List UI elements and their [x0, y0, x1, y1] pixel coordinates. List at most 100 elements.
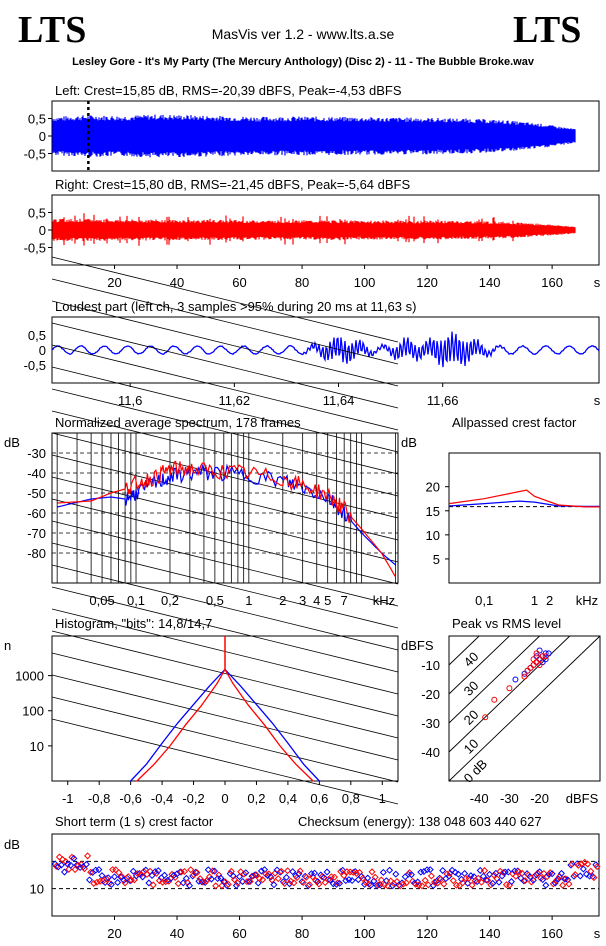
- shortcrest-point: [542, 881, 550, 889]
- shortcrest-point: [252, 871, 260, 879]
- shortcrest-point: [445, 872, 453, 880]
- spectrum-ytick: -40: [27, 466, 46, 481]
- shortcrest-point: [521, 877, 529, 885]
- shortcrest-point: [571, 871, 579, 879]
- shortcrest-ytick: 10: [30, 882, 44, 897]
- right-waveform-xtick: 120: [416, 275, 438, 290]
- shortcrest-point: [284, 867, 292, 875]
- shortcrest-point: [315, 880, 323, 888]
- shortcrest-point: [496, 867, 504, 875]
- shortcrest-xtick: 80: [295, 926, 309, 941]
- shortcrest-point: [554, 875, 562, 883]
- shortcrest-point: [205, 873, 214, 881]
- shortcrest-xtick: 100: [354, 926, 376, 941]
- peakrms-xunit: dBFS: [566, 791, 599, 806]
- shortcrest-point: [224, 880, 232, 888]
- shortcrest-point: [207, 875, 215, 883]
- shortcrest-point: [90, 879, 98, 887]
- shortcrest-point: [64, 860, 72, 868]
- shortcrest-point: [71, 866, 79, 874]
- crest-xtick: 1: [531, 593, 538, 608]
- shortcrest-point: [362, 879, 370, 887]
- shortcrest-point: [82, 860, 90, 868]
- spectrum-ytick: -70: [27, 526, 46, 541]
- crest-xtick: 2: [546, 593, 553, 608]
- spectrum-ytick: -50: [27, 486, 46, 501]
- crest-ylabel: dB: [401, 435, 417, 450]
- checksum-text: Checksum (energy): 138 048 603 440 627: [298, 814, 542, 829]
- shortcrest-point: [427, 872, 435, 880]
- shortcrest-point: [245, 878, 253, 886]
- crest-frame: [448, 452, 601, 584]
- shortcrest-point: [220, 878, 228, 886]
- histogram-xtick: 0,4: [279, 791, 297, 806]
- peakrms-diagonal: [448, 635, 601, 782]
- shortcrest-point: [295, 870, 303, 878]
- shortcrest-point: [459, 879, 467, 887]
- shortcrest-point: [440, 880, 448, 888]
- histogram-series-right: [135, 668, 315, 782]
- shortcrest-point: [95, 866, 103, 874]
- shortcrest-point: [584, 860, 592, 868]
- shortcrest-point: [434, 879, 442, 887]
- spectrum-xtick: 4: [313, 593, 320, 608]
- shortcrest-point: [379, 868, 387, 876]
- shortcrest-point: [114, 878, 122, 886]
- shortcrest-point: [449, 877, 457, 885]
- shortcrest-point: [364, 874, 372, 882]
- spectrum-xtick: 2: [279, 593, 286, 608]
- shortcrest-xtick: 20: [107, 926, 121, 941]
- shortcrest-point: [490, 871, 498, 879]
- shortcrest-point: [67, 861, 75, 869]
- shortcrest-point: [371, 873, 379, 881]
- shortcrest-point: [476, 866, 484, 874]
- spectrum-frame: [51, 432, 399, 584]
- crest-ytick: 20: [426, 480, 440, 495]
- histogram-xtick: -1: [62, 791, 74, 806]
- shortcrest-point: [239, 878, 247, 886]
- shortcrest-point: [202, 877, 210, 885]
- loudest-part-xtick: 11,64: [323, 393, 355, 408]
- loudest-part-title: Loudest part (left ch, 3 samples >95% du…: [55, 299, 416, 314]
- shortcrest-xtick: 140: [479, 926, 501, 941]
- shortcrest-point: [57, 861, 65, 869]
- spectrum-series-right: [57, 460, 397, 578]
- shortcrest-point: [465, 874, 473, 882]
- right-waveform-xtick: 80: [295, 275, 309, 290]
- shortcrest-point: [348, 876, 356, 885]
- shortcrest-point: [374, 881, 382, 889]
- spectrum-xtick: 1: [245, 593, 252, 608]
- shortcrest-point: [242, 869, 250, 877]
- shortcrest-point: [479, 872, 487, 880]
- shortcrest-ylabel: dB: [4, 837, 20, 852]
- shortcrest-point: [77, 860, 85, 868]
- shortcrest-point: [551, 879, 559, 887]
- spectrum-xtick: 3: [299, 593, 306, 608]
- shortcrest-point: [134, 870, 142, 878]
- loudest-part-xtick: 11,66: [427, 393, 459, 408]
- shortcrest-point: [137, 871, 145, 879]
- right-waveform-ytick: 0: [39, 223, 46, 238]
- spectrum-diagonal: [51, 586, 399, 673]
- histogram-ytick: 1000: [15, 669, 44, 684]
- spectrum-ytick: -60: [27, 506, 46, 521]
- peakrms-diagonal-label: 10: [461, 736, 482, 757]
- shortcrest-point: [280, 879, 289, 887]
- shortcrest-point: [209, 867, 217, 875]
- spectrum-diagonal: [51, 476, 399, 563]
- shortcrest-xunit: s: [594, 926, 601, 941]
- spectrum-diagonal: [51, 366, 399, 453]
- spectrum-diagonal: [51, 498, 399, 585]
- peakrms-point-right: [530, 656, 537, 663]
- shortcrest-point: [290, 879, 298, 887]
- crest-series-left: [448, 500, 600, 507]
- shortcrest-point: [326, 876, 334, 884]
- peakrms-point-right: [539, 653, 546, 660]
- crest-ytick: 15: [426, 504, 440, 519]
- shortcrest-point: [277, 867, 285, 875]
- histogram-xtick: -0,2: [182, 791, 204, 806]
- shortcrest-point: [107, 880, 115, 889]
- shortcrest-point: [367, 881, 375, 889]
- peakrms-ylabel: dBFS: [401, 638, 434, 653]
- histogram-xtick: 0,6: [310, 791, 328, 806]
